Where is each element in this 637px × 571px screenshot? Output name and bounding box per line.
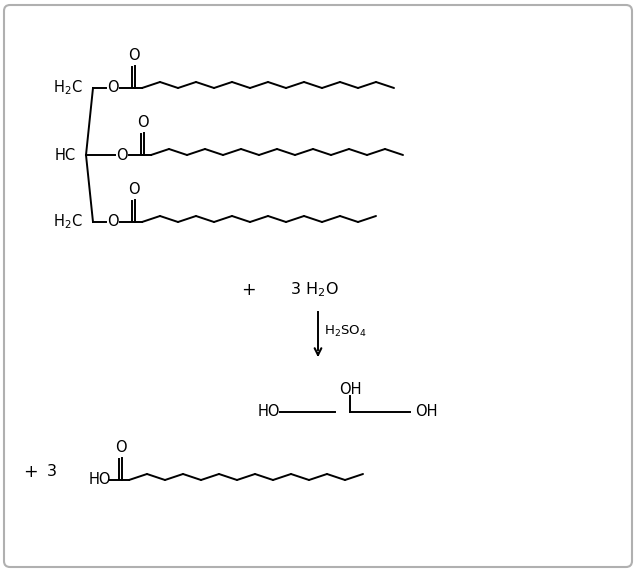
Text: OH: OH bbox=[415, 404, 438, 420]
Text: O: O bbox=[115, 440, 127, 455]
Text: 3 H$_2$O: 3 H$_2$O bbox=[290, 281, 339, 299]
Text: HC: HC bbox=[54, 147, 76, 163]
Text: H$_2$C: H$_2$C bbox=[54, 79, 83, 97]
FancyBboxPatch shape bbox=[4, 5, 632, 567]
Text: H$_2$C: H$_2$C bbox=[54, 212, 83, 231]
Text: O: O bbox=[137, 115, 149, 130]
Text: 3: 3 bbox=[47, 464, 57, 480]
Text: +: + bbox=[241, 281, 255, 299]
Text: OH: OH bbox=[339, 383, 361, 397]
Text: H$_2$SO$_4$: H$_2$SO$_4$ bbox=[324, 323, 367, 339]
Text: O: O bbox=[128, 182, 140, 197]
Text: O: O bbox=[107, 215, 119, 230]
Text: +: + bbox=[23, 463, 38, 481]
Text: O: O bbox=[128, 48, 140, 63]
Text: HO: HO bbox=[89, 472, 111, 488]
Text: O: O bbox=[107, 81, 119, 95]
Text: O: O bbox=[116, 147, 128, 163]
Text: HO: HO bbox=[257, 404, 280, 420]
